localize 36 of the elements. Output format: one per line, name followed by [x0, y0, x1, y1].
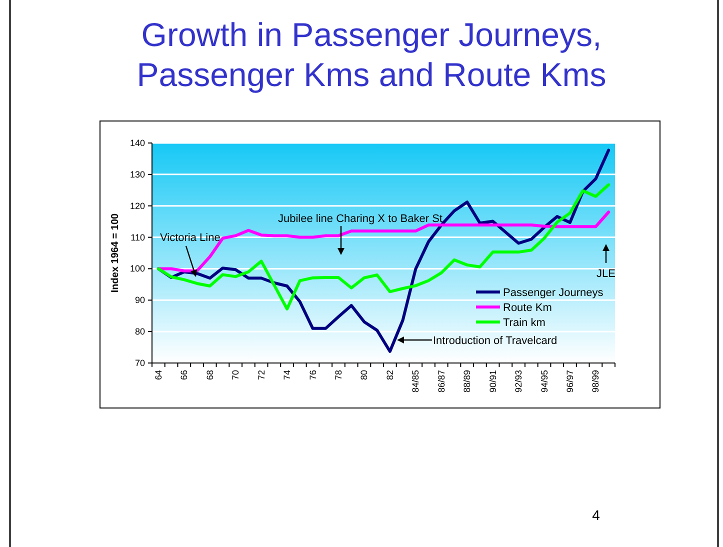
y-tick-label: 90: [134, 295, 145, 306]
annotation: Victoria Line: [160, 232, 220, 244]
annotation: Jubilee line Charing X to Baker St: [278, 213, 442, 225]
x-tick-label: 66: [179, 370, 190, 380]
x-tick-label: 82: [384, 370, 395, 380]
x-tick-label: 96/97: [564, 370, 575, 393]
y-tick-label: 140: [130, 138, 145, 148]
legend-label: Passenger Journeys: [503, 287, 604, 299]
x-tick-label: 98/99: [590, 370, 601, 393]
x-tick-label: 86/87: [436, 370, 446, 393]
chart-title: Growth in Passenger Journeys, Passenger Kms and Route Kms: [136, 16, 606, 93]
x-tick-label: 74: [282, 370, 292, 380]
y-tick-label: 80: [134, 326, 145, 337]
legend-label: Train km: [503, 317, 546, 329]
x-tick-label: 80: [359, 370, 370, 380]
annotation: Introduction of Travelcard: [433, 335, 558, 347]
annotation: JLE: [596, 268, 616, 280]
text: 4: [592, 507, 600, 523]
y-tick-label: 130: [130, 169, 145, 180]
x-tick-label: 90/91: [488, 370, 498, 393]
x-tick-label: 78: [333, 370, 344, 380]
y-axis-title: Index 1964 = 100: [110, 212, 121, 293]
x-tick-label: 88/89: [462, 370, 472, 393]
y-tick-label: 70: [134, 358, 145, 368]
x-tick-label: 94/95: [539, 370, 550, 393]
x-tick-label: 76: [308, 370, 318, 380]
x-tick-label: 72: [256, 370, 266, 380]
legend-label: Route Km: [503, 302, 552, 314]
x-tick-label: 70: [230, 370, 241, 380]
x-tick-label: 64: [153, 370, 164, 380]
y-tick-label: 110: [130, 232, 145, 242]
x-tick-label: 68: [204, 370, 215, 380]
y-tick-label: 120: [130, 200, 145, 211]
x-tick-label: 92/93: [514, 370, 524, 393]
y-tick-label: 100: [130, 264, 145, 274]
x-tick-label: 84/85: [410, 370, 421, 393]
